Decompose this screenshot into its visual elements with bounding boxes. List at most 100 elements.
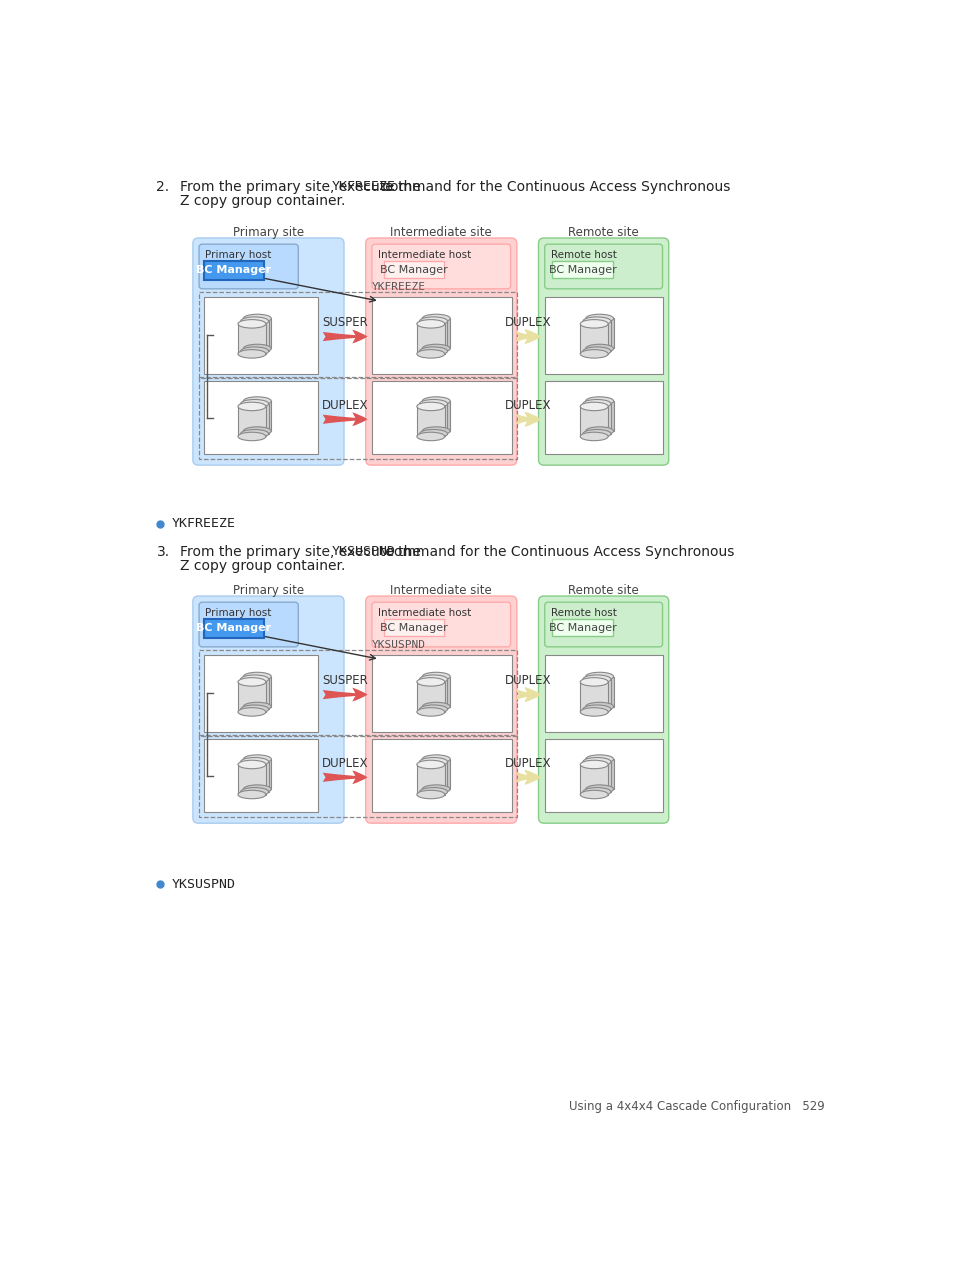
- Ellipse shape: [240, 705, 269, 713]
- Bar: [582, 679, 610, 709]
- Bar: [419, 761, 447, 792]
- Text: Remote host: Remote host: [550, 608, 617, 618]
- FancyArrowPatch shape: [322, 329, 367, 343]
- Ellipse shape: [579, 402, 607, 411]
- Text: BC Manager: BC Manager: [196, 266, 272, 276]
- Text: Intermediate host: Intermediate host: [377, 608, 471, 618]
- Bar: [579, 324, 607, 353]
- FancyArrowPatch shape: [322, 770, 367, 784]
- Ellipse shape: [237, 402, 266, 411]
- Ellipse shape: [237, 432, 266, 441]
- Ellipse shape: [243, 785, 271, 793]
- Ellipse shape: [416, 432, 444, 441]
- Bar: [422, 319, 450, 348]
- Text: Intermediate host: Intermediate host: [377, 249, 471, 259]
- Text: Primary host: Primary host: [205, 249, 272, 259]
- Ellipse shape: [237, 708, 266, 716]
- Text: Z copy group container.: Z copy group container.: [179, 559, 345, 573]
- Bar: [383, 261, 443, 278]
- FancyArrowPatch shape: [516, 688, 539, 702]
- Bar: [579, 764, 607, 794]
- Ellipse shape: [582, 758, 610, 766]
- Bar: [372, 655, 512, 732]
- Text: BC Manager: BC Manager: [379, 623, 447, 633]
- Bar: [237, 324, 266, 353]
- Bar: [204, 619, 264, 638]
- FancyBboxPatch shape: [193, 596, 344, 824]
- Ellipse shape: [422, 785, 450, 793]
- Bar: [199, 735, 517, 817]
- Bar: [579, 683, 607, 712]
- Ellipse shape: [243, 703, 271, 710]
- Ellipse shape: [579, 677, 607, 686]
- Ellipse shape: [422, 703, 450, 710]
- Text: command for the Continuous Access Synchronous: command for the Continuous Access Synchr…: [381, 545, 734, 559]
- Text: YKFREEZE: YKFREEZE: [332, 180, 395, 193]
- Ellipse shape: [419, 705, 447, 713]
- Ellipse shape: [243, 314, 271, 323]
- Text: DUPLEX: DUPLEX: [505, 756, 551, 770]
- FancyArrowPatch shape: [516, 770, 539, 784]
- Text: Intermediate site: Intermediate site: [390, 226, 492, 239]
- Text: BC Manager: BC Manager: [548, 623, 616, 633]
- Bar: [544, 655, 661, 732]
- Text: Remote site: Remote site: [568, 583, 639, 596]
- Bar: [237, 683, 266, 712]
- Bar: [204, 381, 318, 454]
- Ellipse shape: [582, 675, 610, 684]
- Text: Remote host: Remote host: [550, 249, 617, 259]
- Ellipse shape: [585, 703, 613, 710]
- Ellipse shape: [416, 319, 444, 328]
- Ellipse shape: [243, 397, 271, 405]
- Ellipse shape: [416, 402, 444, 411]
- Bar: [237, 407, 266, 436]
- Text: Primary site: Primary site: [233, 583, 304, 596]
- Ellipse shape: [416, 350, 444, 358]
- Text: DUPLEX: DUPLEX: [505, 316, 551, 329]
- Text: From the primary site, execute the: From the primary site, execute the: [179, 180, 424, 194]
- FancyBboxPatch shape: [537, 238, 668, 465]
- Bar: [240, 322, 269, 351]
- Ellipse shape: [419, 399, 447, 408]
- Ellipse shape: [416, 760, 444, 769]
- Ellipse shape: [582, 430, 610, 438]
- Bar: [416, 407, 444, 436]
- Bar: [585, 759, 613, 789]
- Text: YKFREEZE: YKFREEZE: [372, 282, 425, 292]
- Ellipse shape: [579, 708, 607, 716]
- FancyBboxPatch shape: [544, 602, 661, 647]
- Ellipse shape: [585, 344, 613, 353]
- Ellipse shape: [416, 677, 444, 686]
- Ellipse shape: [419, 675, 447, 684]
- FancyArrowPatch shape: [516, 412, 539, 426]
- Bar: [240, 761, 269, 792]
- Bar: [422, 759, 450, 789]
- Bar: [243, 402, 271, 431]
- Bar: [552, 261, 612, 278]
- Text: 2.: 2.: [156, 180, 170, 194]
- Bar: [544, 381, 661, 454]
- Ellipse shape: [419, 788, 447, 796]
- FancyBboxPatch shape: [372, 244, 510, 289]
- Bar: [416, 683, 444, 712]
- FancyArrowPatch shape: [322, 688, 367, 702]
- Text: DUPLEX: DUPLEX: [321, 756, 368, 770]
- Ellipse shape: [579, 319, 607, 328]
- Ellipse shape: [422, 314, 450, 323]
- Bar: [240, 679, 269, 709]
- Ellipse shape: [582, 316, 610, 325]
- Ellipse shape: [585, 314, 613, 323]
- Ellipse shape: [579, 791, 607, 798]
- Ellipse shape: [585, 755, 613, 764]
- Ellipse shape: [240, 788, 269, 796]
- Ellipse shape: [243, 344, 271, 353]
- Ellipse shape: [585, 397, 613, 405]
- Bar: [240, 404, 269, 433]
- Bar: [199, 376, 517, 459]
- Ellipse shape: [422, 755, 450, 764]
- FancyBboxPatch shape: [199, 602, 298, 647]
- Ellipse shape: [237, 350, 266, 358]
- Text: SUSPER: SUSPER: [322, 316, 368, 329]
- Bar: [372, 381, 512, 454]
- Ellipse shape: [243, 755, 271, 764]
